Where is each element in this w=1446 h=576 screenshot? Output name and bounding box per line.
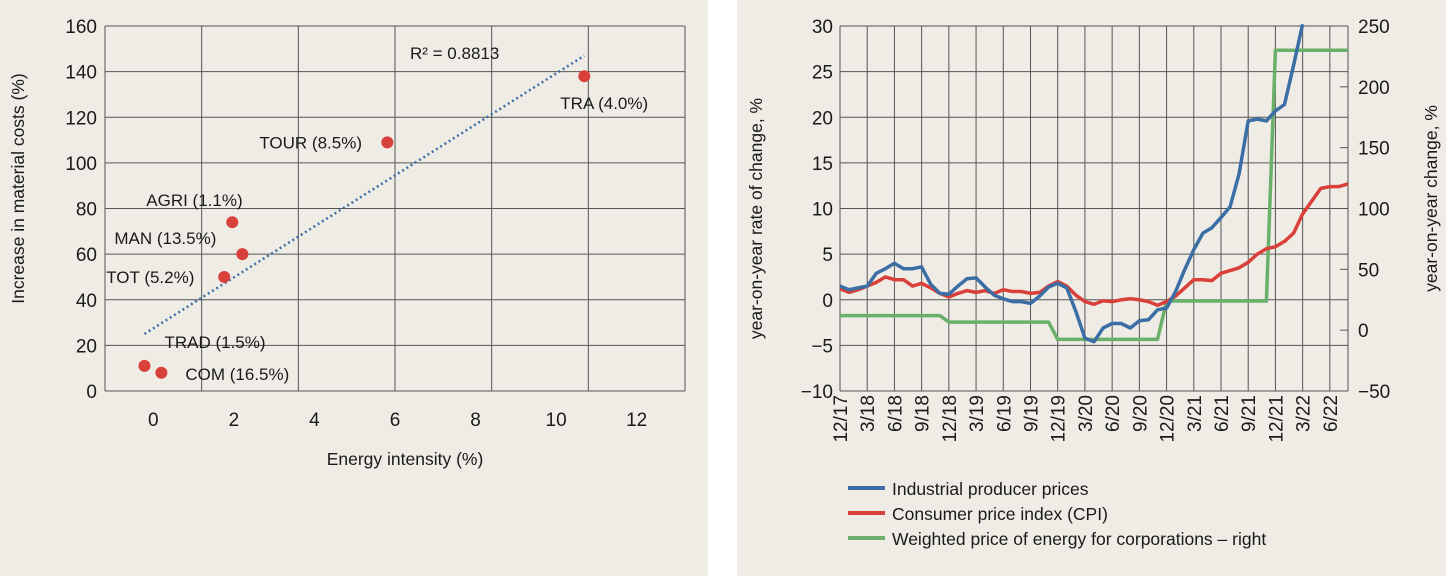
- x-tick-label: 4: [309, 410, 320, 431]
- x-tick-label: 6/21: [1212, 395, 1233, 432]
- y-tick-label-left: 5: [822, 245, 833, 266]
- point-label: TRA (4.0%): [560, 94, 648, 113]
- y-tick-label-right: 200: [1358, 78, 1390, 99]
- y-axis-label-left: year-on-year rate of change, %: [746, 98, 766, 339]
- legend-label: Industrial producer prices: [892, 479, 1089, 499]
- point-label: TOT (5.2%): [106, 268, 194, 287]
- point-label: TOUR (8.5%): [259, 133, 362, 152]
- y-tick-label: 80: [76, 200, 97, 221]
- legend-label: Weighted price of energy for corporation…: [892, 529, 1266, 549]
- x-tick-label: 3/19: [967, 395, 988, 432]
- x-tick-label: 12/18: [940, 395, 961, 443]
- data-point: [138, 359, 151, 372]
- data-point: [226, 216, 239, 229]
- x-tick-label: 6/19: [994, 395, 1015, 432]
- y-tick-label-right: 150: [1358, 139, 1390, 160]
- y-tick-label: 100: [65, 154, 97, 175]
- x-tick-label: 12/21: [1266, 395, 1287, 443]
- x-tick-label: 0: [148, 410, 159, 431]
- trendline: [143, 54, 585, 336]
- x-tick-label: 3/22: [1294, 395, 1315, 432]
- x-tick-label: 6: [390, 410, 401, 431]
- line-chart: −10−5051015202530−5005010015020025012/17…: [746, 17, 1441, 549]
- point-label: AGRI (1.1%): [146, 191, 242, 210]
- y-tick-label-right: 0: [1358, 321, 1369, 342]
- y-tick-label-right: 50: [1358, 260, 1379, 281]
- y-tick-label: 160: [65, 17, 97, 38]
- y-tick-label: 0: [86, 382, 97, 403]
- x-tick-label: 8: [470, 410, 481, 431]
- r-squared-annotation: R² = 0.8813: [410, 44, 499, 63]
- x-tick-label: 3/18: [858, 395, 879, 432]
- x-tick-label: 9/20: [1130, 395, 1151, 432]
- y-tick-label-left: −5: [811, 336, 833, 357]
- x-tick-label: 3/21: [1185, 395, 1206, 432]
- x-tick-label: 12/19: [1049, 395, 1070, 443]
- point-label: COM (16.5%): [185, 365, 289, 384]
- x-tick-label: 9/21: [1239, 395, 1260, 432]
- y-tick-label-left: −10: [801, 382, 833, 403]
- x-tick-label: 9/18: [913, 395, 934, 432]
- y-tick-label-left: 0: [822, 291, 833, 312]
- data-point: [381, 136, 394, 149]
- y-tick-label: 60: [76, 245, 97, 266]
- x-tick-label: 12/17: [831, 395, 852, 443]
- point-label: MAN (13.5%): [114, 229, 216, 248]
- y-tick-label: 40: [76, 291, 97, 312]
- data-point: [236, 248, 249, 261]
- point-label: TRAD (1.5%): [164, 333, 265, 352]
- x-tick-label: 3/20: [1076, 395, 1097, 432]
- x-tick-label: 10: [546, 410, 567, 431]
- y-tick-label: 120: [65, 108, 97, 129]
- y-axis-label-right: year-on-year change, %: [1421, 105, 1441, 292]
- y-tick-label: 140: [65, 63, 97, 84]
- x-tick-label: 6/18: [885, 395, 906, 432]
- y-tick-label-right: 100: [1358, 200, 1390, 221]
- left-panel-background: [0, 0, 708, 576]
- data-point: [218, 270, 231, 283]
- x-tick-label: 12: [626, 410, 647, 431]
- y-axis-label: Increase in material costs (%): [8, 73, 28, 304]
- legend-label: Consumer price index (CPI): [892, 504, 1108, 524]
- y-tick-label-right: 250: [1358, 17, 1390, 38]
- y-tick-label-left: 25: [812, 63, 833, 84]
- y-tick-label-left: 10: [812, 200, 833, 221]
- data-point: [578, 70, 591, 83]
- x-tick-label: 6/20: [1103, 395, 1124, 432]
- x-tick-label: 9/19: [1022, 395, 1043, 432]
- y-tick-label-left: 20: [812, 108, 833, 129]
- y-tick-label: 20: [76, 336, 97, 357]
- y-tick-label-left: 30: [812, 17, 833, 38]
- data-point: [155, 366, 168, 379]
- x-tick-label: 6/22: [1321, 395, 1342, 432]
- scatter-chart: 0 20 40 60 80 100 120 140 160 0 2 4 6 8 10 12 Energy int…: [8, 17, 686, 469]
- x-tick-label: 12/20: [1158, 395, 1179, 443]
- x-tick-label: 2: [229, 410, 240, 431]
- series-line-red: [840, 182, 1349, 307]
- series-line-blue: [840, 24, 1305, 344]
- x-axis-label: Energy intensity (%): [327, 449, 484, 469]
- y-tick-label-right: −50: [1358, 382, 1390, 403]
- y-tick-label-left: 15: [812, 154, 833, 175]
